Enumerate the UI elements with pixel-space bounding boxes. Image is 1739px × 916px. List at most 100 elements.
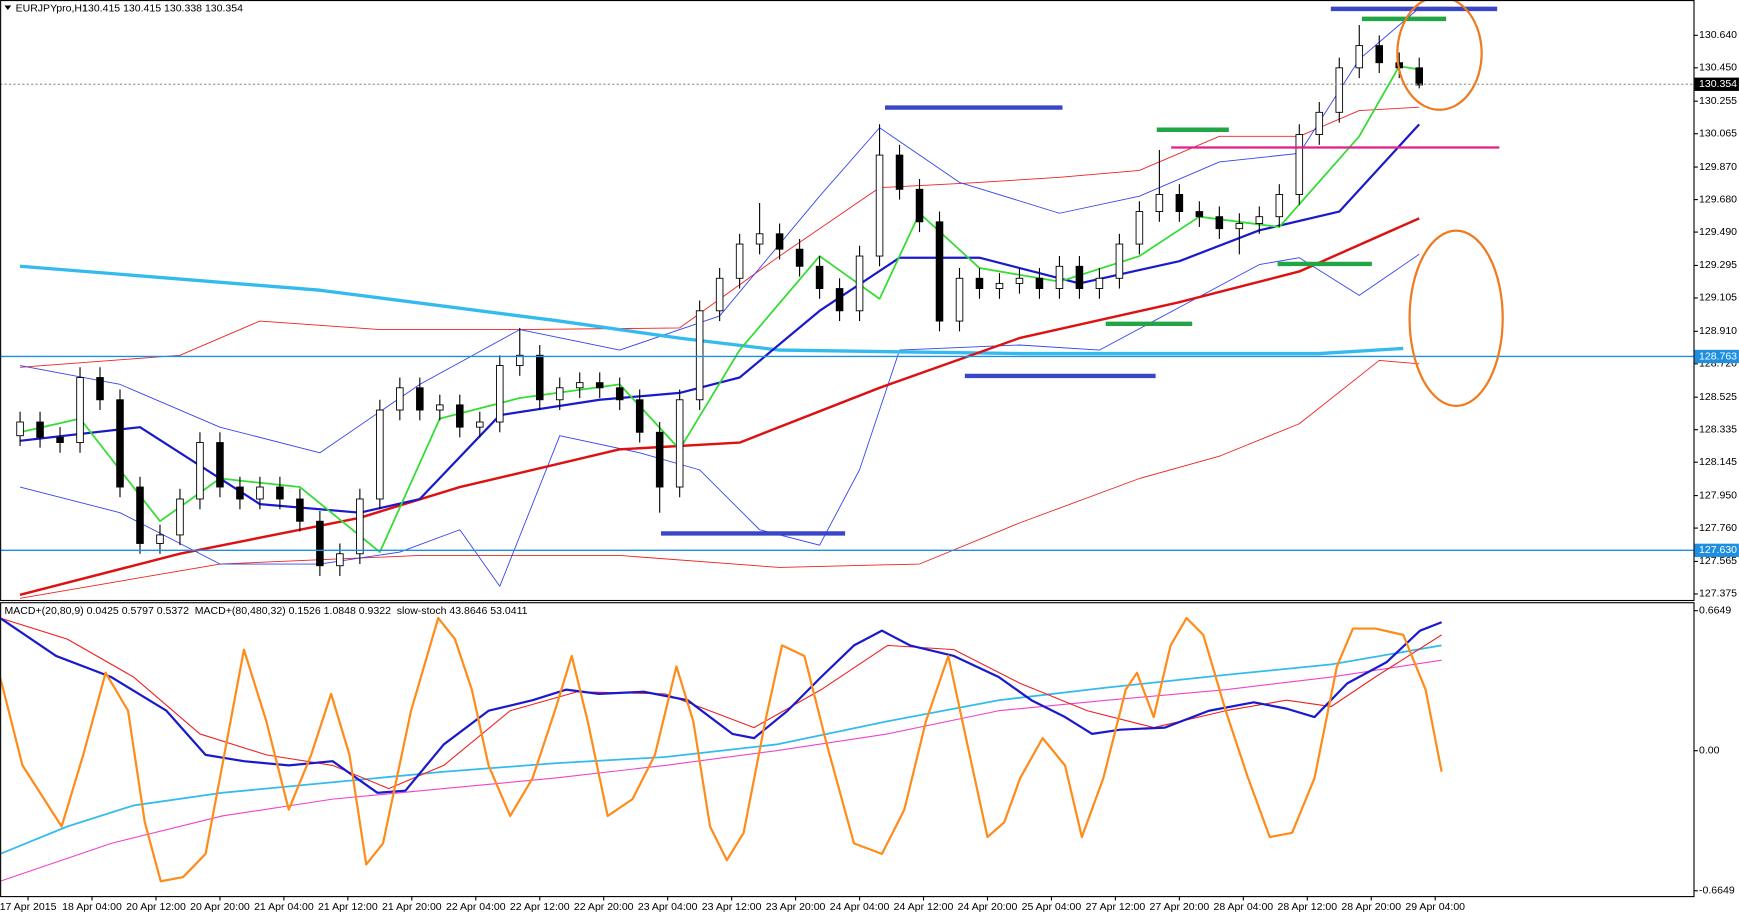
candle-body — [715, 277, 724, 312]
y-tick-label: 128.145 — [1699, 456, 1737, 468]
candle-body — [1115, 243, 1124, 279]
y-tick-label: 129.680 — [1699, 193, 1737, 205]
y-tick-label: 129.295 — [1699, 259, 1737, 271]
candle-body — [116, 399, 124, 488]
x-tick-label: 21 Apr 04:00 — [254, 901, 314, 913]
y-tick-label: 128.525 — [1699, 391, 1737, 403]
highlight-ellipse — [1396, 0, 1483, 111]
candle-body — [955, 277, 964, 322]
candle-body — [875, 154, 884, 257]
y-tick-label: 130.450 — [1699, 62, 1737, 74]
y-tick-label: 129.870 — [1699, 161, 1737, 173]
y-tick-label: 130.640 — [1699, 29, 1737, 41]
candle-body — [1215, 216, 1224, 230]
y-tick-label: -0.6649 — [1699, 885, 1735, 897]
candle-body — [575, 382, 584, 389]
candle-body — [16, 421, 24, 437]
candle-body — [496, 365, 504, 423]
x-tick-label: 20 Apr 20:00 — [190, 901, 250, 913]
candle-body — [296, 498, 304, 522]
y-tick-label: 0.6649 — [1699, 604, 1731, 616]
x-tick-label: 17 Apr 2015 — [0, 901, 57, 913]
candle-body — [815, 265, 824, 289]
series-line — [19, 359, 1420, 599]
candle-body — [1035, 277, 1044, 289]
candle-body — [1155, 194, 1164, 213]
y-tick-label: 128.910 — [1699, 325, 1737, 337]
candle-body — [935, 221, 944, 322]
price-label-box — [1694, 543, 1739, 557]
candle-body — [1195, 211, 1204, 218]
y-tick-label: 129.490 — [1699, 226, 1737, 238]
candle-body — [1235, 223, 1244, 230]
candle-body — [256, 486, 264, 500]
x-tick-label: 23 Apr 20:00 — [766, 901, 826, 913]
candle-body — [476, 421, 484, 428]
plots: 130.640 130.450 130.255 130.065 129.870 129.6… — [0, 7, 1739, 913]
x-tick-label: 28 Apr 04:00 — [1214, 901, 1274, 913]
candle-body — [316, 520, 324, 567]
panel — [16, 7, 1423, 599]
candle-body — [396, 387, 404, 411]
candle-body — [236, 486, 244, 500]
x-tick-label: 29 Apr 04:00 — [1405, 901, 1465, 913]
candle-body — [635, 399, 644, 433]
candle-body — [1275, 194, 1284, 218]
candle-body — [1375, 45, 1384, 64]
x-tick-label: 22 Apr 04:00 — [446, 901, 506, 913]
x-tick-label: 21 Apr 12:00 — [318, 901, 378, 913]
series-line — [19, 264, 1404, 356]
candle-body — [555, 387, 564, 401]
candle-body — [276, 486, 284, 500]
series-line — [1, 617, 1442, 790]
candle-body — [795, 248, 804, 267]
candle-body — [855, 255, 864, 312]
candle-body — [436, 404, 444, 411]
y-tick-label: 127.760 — [1699, 522, 1737, 534]
y-tick-label: 128.720 — [1699, 358, 1737, 370]
drawings — [661, 0, 1504, 536]
y-tick-label: 127.375 — [1699, 588, 1737, 600]
menu-arrow[interactable] — [4, 5, 12, 10]
panel — [1, 616, 1443, 883]
candle-body — [36, 421, 44, 438]
candle-body — [1055, 265, 1064, 289]
y-tick-label: 127.950 — [1699, 489, 1737, 501]
candle-body — [416, 387, 424, 411]
candle-body — [1295, 134, 1304, 195]
candle-body — [895, 154, 904, 190]
x-tick-label: 20 Apr 12:00 — [126, 901, 186, 913]
indicator-frame — [0, 602, 1695, 898]
candle-body — [1355, 45, 1364, 69]
candle-body — [695, 310, 704, 401]
candle-body — [56, 436, 64, 443]
y-tick-label: 129.105 — [1699, 292, 1737, 304]
candle-body — [1015, 277, 1024, 284]
candle-body — [655, 431, 664, 488]
y-tick-label: 130.065 — [1699, 127, 1737, 139]
candle-body — [735, 243, 744, 279]
chart-title: EURJPYpro,H1 — [16, 3, 88, 15]
series-line — [1, 659, 1442, 882]
candle-body — [1135, 211, 1144, 245]
candle-body — [356, 498, 364, 555]
candle-body — [1315, 111, 1324, 136]
candle-body — [456, 404, 464, 428]
candle-body — [615, 387, 624, 401]
x-tick-label: 22 Apr 20:00 — [574, 901, 634, 913]
y-tick-label: 128.335 — [1699, 423, 1737, 435]
x-tick-label: 27 Apr 20:00 — [1150, 901, 1210, 913]
x-tick-label: 23 Apr 04:00 — [638, 901, 698, 913]
x-tick-label: 28 Apr 20:00 — [1341, 901, 1401, 913]
candle-body — [1255, 216, 1264, 224]
x-tick-label: 24 Apr 04:00 — [830, 901, 890, 913]
candle-body — [1075, 265, 1084, 289]
candle-body — [176, 498, 184, 536]
candle-body — [96, 377, 104, 401]
candle-body — [675, 399, 684, 488]
candle-body — [1415, 67, 1423, 86]
y-tick-label: 0.00 — [1699, 744, 1720, 756]
